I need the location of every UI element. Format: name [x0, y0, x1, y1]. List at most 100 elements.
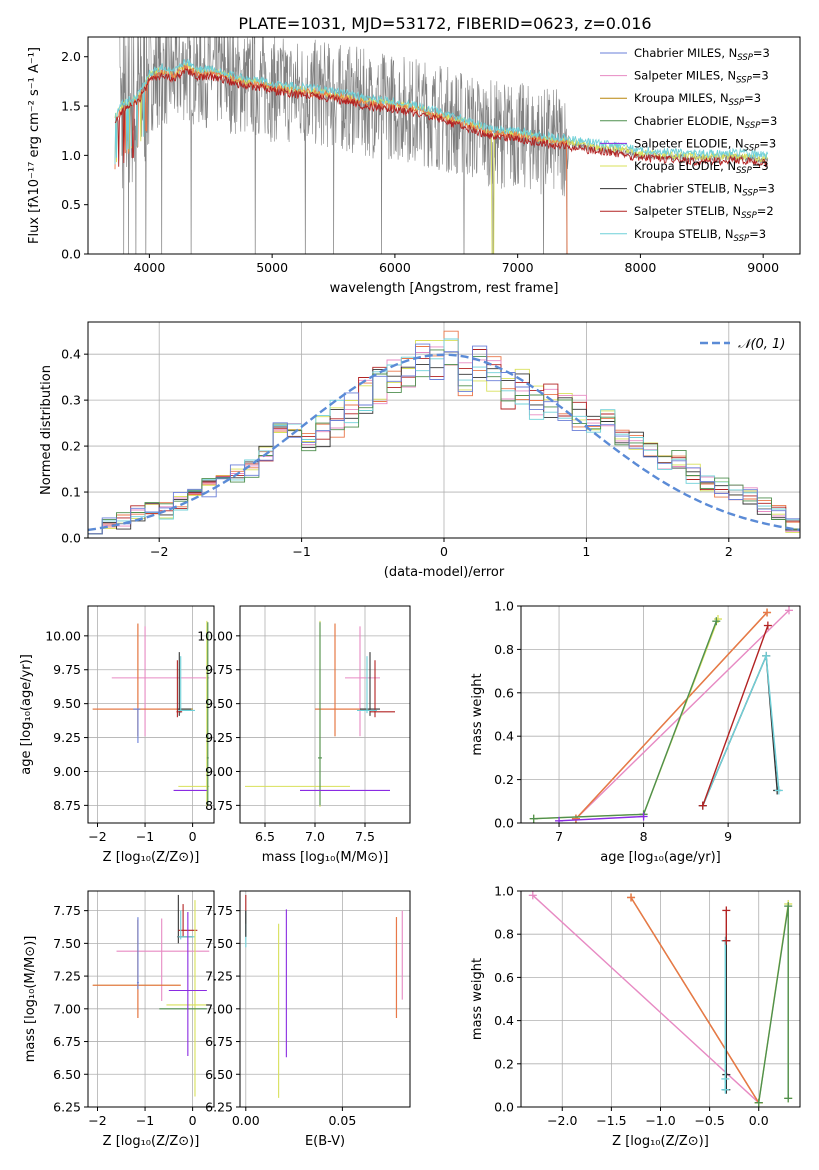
x-tick-label: 8 [640, 829, 648, 844]
y-axis-label: mass weight [470, 673, 485, 755]
y-tick-label: 9.00 [205, 764, 233, 779]
x-tick-label: 0.0 [749, 1113, 769, 1128]
legend-subscript: SSP [736, 166, 752, 176]
y-tick-label: 6.25 [205, 1100, 233, 1115]
y-tick-label: 6.75 [53, 1034, 81, 1049]
x-tick-label: 9 [724, 829, 732, 844]
age_vs_mass-plot-area [245, 620, 395, 807]
legend-tail: =3 [753, 46, 770, 60]
x-tick-label: 0 [189, 1113, 197, 1128]
y-tick-label: 9.75 [53, 662, 81, 677]
y-tick-label: 10.00 [45, 628, 81, 643]
axes-frame [87, 36, 801, 255]
legend-subscript: SSP [741, 211, 757, 221]
y-tick-label: 7.50 [205, 936, 233, 951]
axes-frame [520, 605, 801, 824]
x-tick-label: 7000 [502, 260, 534, 275]
x-tick-label: 6.5 [255, 829, 275, 844]
legend-text: Salpeter MILES, N [634, 69, 736, 83]
y-tick-label: 0.8 [494, 642, 514, 657]
y-tick-label: 7.00 [53, 1001, 81, 1016]
x-tick-label: 7.0 [305, 829, 325, 844]
axes-frame [239, 605, 411, 824]
x-tick-label: 5000 [256, 260, 288, 275]
age_vs_Z-plot-area [92, 620, 210, 807]
axes-frame [87, 890, 215, 1108]
axes-frame [87, 605, 215, 824]
y-axis-label: Flux [fλ10⁻¹⁷ erg cm⁻² s⁻¹ A⁻¹] [27, 47, 42, 244]
x-tick-label: 0.05 [328, 1113, 356, 1128]
legend-label: Salpeter STELIB, NSSP=2 [634, 204, 774, 221]
x-axis-label: Z [log₁₀(Z/Z⊙)] [612, 1134, 709, 1149]
legend-text: Chabrier MILES, N [634, 46, 737, 60]
weight-line [575, 612, 768, 820]
x-axis-label: mass [log₁₀(M/M⊙)] [262, 850, 389, 865]
legend-label: 𝒩(0, 1) [738, 337, 785, 352]
weight-line [702, 655, 778, 806]
y-tick-label: 1.0 [494, 884, 514, 899]
mass_vs_Z-panel: −2 −1 0 6.25 6.50 6.75 7.00 7.25 7.50 7.75 Z [log₁… [23, 890, 215, 1149]
legend-label: Kroupa MILES, NSSP=3 [634, 91, 761, 108]
legend-tail: =3 [744, 91, 761, 105]
y-tick-label: 7.75 [53, 903, 81, 918]
x-tick-label: −2 [150, 544, 168, 559]
legend-subscript: SSP [745, 121, 761, 131]
y-tick-label: 0.6 [494, 685, 514, 700]
y-tick-label: 0.2 [61, 439, 81, 454]
legend-tail: =3 [752, 159, 769, 173]
legend-label: Kroupa ELODIE, NSSP=3 [634, 159, 769, 176]
x-tick-label: −1 [136, 829, 154, 844]
weight-line [575, 609, 790, 820]
x-axis-label: (data-model)/error [384, 565, 505, 580]
legend-text: Kroupa MILES, N [634, 91, 729, 105]
legend-subscript: SSP [737, 53, 753, 63]
x-tick-label: 9000 [747, 260, 779, 275]
legend-text: Chabrier ELODIE, N [634, 114, 745, 128]
x-tick-label: −1.0 [645, 1113, 675, 1128]
legend-label: Salpeter ELODIE, NSSP=3 [634, 136, 776, 153]
y-tick-label: 9.25 [205, 730, 233, 745]
legend-tail: =3 [759, 136, 776, 150]
x-tick-label: 0 [440, 544, 448, 559]
x-axis-label: Z [log₁₀(Z/Z⊙)] [103, 1134, 200, 1149]
legend-subscript: SSP [729, 98, 745, 108]
weight_vs_age-plot-area [529, 606, 794, 823]
weight_vs_Z-plot-area [528, 891, 793, 1107]
y-tick-label: 0.6 [494, 970, 514, 985]
weight-line [533, 620, 717, 820]
x-tick-label: −1 [292, 544, 310, 559]
y-tick-label: 0.0 [494, 816, 514, 831]
x-tick-label: −1.5 [596, 1113, 626, 1128]
model-spectrum-line [114, 58, 769, 165]
legend-tail: =3 [752, 69, 769, 83]
weight_vs_age-panel: 7 8 9 0.0 0.2 0.4 0.6 0.8 1.0 age [log₁₀(age/yr)]… [470, 599, 801, 865]
x-tick-label: 1 [582, 544, 590, 559]
model-spectrum-line [114, 68, 768, 168]
y-tick-label: 7.00 [205, 1001, 233, 1016]
y-tick-label: 8.75 [53, 798, 81, 813]
y-tick-label: 2.0 [61, 49, 81, 64]
y-tick-label: 1.0 [61, 148, 81, 163]
weight-line [630, 897, 760, 1104]
histogram-step [88, 343, 800, 535]
y-tick-label: 0.0 [61, 531, 81, 546]
legend-text: Salpeter STELIB, N [634, 204, 741, 218]
x-axis-label: wavelength [Angstrom, rest frame] [330, 281, 559, 296]
x-tick-label: −2.0 [547, 1113, 577, 1128]
residuals-panel: −2 −1 0 1 2 0.0 0.1 0.2 0.3 0.4 (data-model)/error… [39, 321, 801, 580]
x-tick-label: 0.00 [232, 1113, 260, 1128]
legend-subscript: SSP [734, 234, 750, 244]
y-tick-label: 0.5 [61, 197, 81, 212]
x-tick-label: 6000 [379, 260, 411, 275]
y-tick-label: 9.00 [53, 764, 81, 779]
x-tick-label: −0.5 [694, 1113, 724, 1128]
x-tick-label: −2 [88, 829, 106, 844]
x-tick-label: 7 [555, 829, 563, 844]
y-tick-label: 0.4 [494, 1013, 514, 1028]
y-tick-label: 10.00 [197, 628, 233, 643]
x-tick-label: −1 [136, 1113, 154, 1128]
legend-tail: =2 [757, 204, 774, 218]
legend-label: Salpeter MILES, NSSP=3 [634, 69, 769, 86]
legend-subscript: SSP [744, 143, 760, 153]
